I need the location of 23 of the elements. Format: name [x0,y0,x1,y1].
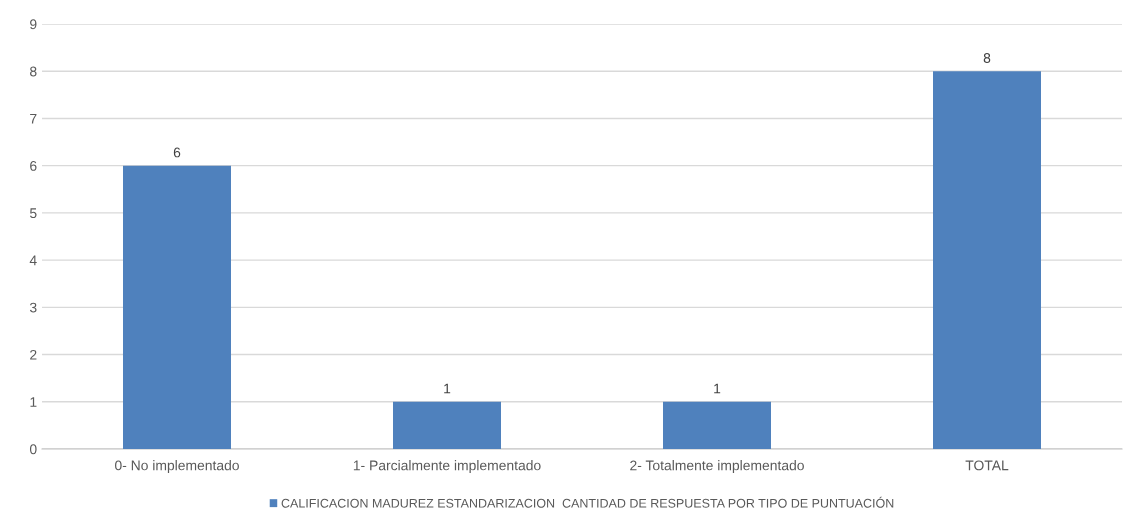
data-label: 1 [714,383,721,394]
y-tick-label: 7 [30,113,37,124]
y-tick-label: 0 [29,444,37,455]
y-tick-label: 2 [30,349,37,360]
y-tick-label: 3 [29,302,37,313]
y-tick-label: 4 [29,255,37,266]
bar [663,401,771,449]
bar [123,165,231,449]
data-label: 1 [444,383,451,394]
data-label: 6 [173,147,181,158]
bar [393,401,501,449]
y-tick-label: 9 [30,19,37,30]
bar [933,71,1041,449]
legend-label: CALIFICACION MADUREZ ESTANDARIZACION CANTIDAD DE RESPUESTA POR TIPO DE PUNTUACIÓN [281,496,894,508]
y-tick-label: 5 [29,208,37,219]
x-tick-label: 2- Totalmente implementado [630,460,804,474]
y-tick-label: 8 [30,66,37,77]
y-tick-label: 1 [30,397,37,407]
y-tick-label: 6 [30,161,37,171]
x-tick-label: TOTAL [965,460,1009,471]
x-tick-label: 1- Parcialmente implementado [353,460,541,474]
x-tick-label: 0- No implementado [115,460,239,474]
data-label: 8 [983,53,991,63]
